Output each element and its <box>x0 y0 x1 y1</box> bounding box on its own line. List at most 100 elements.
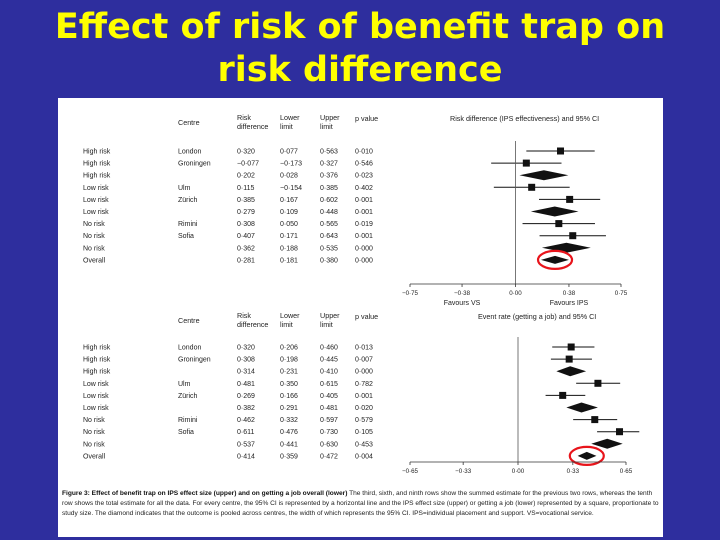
lower-row-7-group: No risk <box>83 417 105 424</box>
upper-row-1-lower: 0·077 <box>280 149 298 156</box>
lower-header-risk-1: Risk <box>237 311 251 320</box>
upper-row-8-centre: Sofia <box>178 233 194 240</box>
lower-header-pvalue: p value <box>355 312 378 321</box>
lower-row-8-centre: Sofia <box>178 429 194 436</box>
lower-row-5-centre: Zürich <box>178 393 198 400</box>
upper-row-4-centre: Ulm <box>178 185 191 192</box>
lower-row-2-upper: 0·445 <box>320 357 338 364</box>
lower-tick-label-4: 0·33 <box>567 468 580 475</box>
slide-title: Effect of risk of benefit trap on risk d… <box>0 6 720 92</box>
upper-row-8-upper: 0·643 <box>320 233 338 240</box>
upper-row-2-estimate: −0·077 <box>237 161 259 168</box>
upper-row-9-pvalue: 0·000 <box>355 245 373 252</box>
upper-row-4-lower: −0·154 <box>280 185 302 192</box>
lower-row-3-upper: 0·410 <box>320 369 338 376</box>
lower-row-7-lower: 0·332 <box>280 417 298 424</box>
upper-row-4-group: Low risk <box>83 185 109 192</box>
lower-row-3-estimate: 0·314 <box>237 369 255 376</box>
lower-row-3-diamond <box>556 366 587 377</box>
upper-row-8-lower: 0·171 <box>280 233 298 240</box>
upper-row-8-group: No risk <box>83 233 105 240</box>
upper-row-5-group: Low risk <box>83 197 109 204</box>
lower-row-10-group: Overall <box>83 453 106 460</box>
upper-row-6-pvalue: 0·001 <box>355 209 373 216</box>
upper-row-6-group: Low risk <box>83 209 109 216</box>
lower-row-5-group: Low risk <box>83 393 109 400</box>
lower-tick-label-3: 0·00 <box>512 468 525 475</box>
lower-row-8-estimate: 0·611 <box>237 429 254 436</box>
lower-row-2-group: High risk <box>83 357 111 364</box>
lower-header-lower-2: limit <box>280 320 293 329</box>
upper-row-6-upper: 0·448 <box>320 209 338 216</box>
upper-row-1-estimate: 0·320 <box>237 149 255 156</box>
lower-header-plot: Event rate (getting a job) and 95% CI <box>478 312 596 321</box>
upper-row-5-pvalue: 0·001 <box>355 197 373 204</box>
upper-row-2-group: High risk <box>83 161 111 168</box>
lower-row-10-diamond <box>577 451 597 460</box>
upper-row-7-estimate: 0·308 <box>237 221 255 228</box>
forest-plot-figure: CentreRiskdifferenceLowerlimitUpperlimit… <box>83 113 640 475</box>
lower-header-upper-1: Upper <box>320 311 340 320</box>
upper-row-3-group: High risk <box>83 173 111 180</box>
upper-row-10-diamond <box>540 255 569 264</box>
upper-row-1-centre: London <box>178 149 201 156</box>
lower-row-4-pvalue: 0·782 <box>355 381 373 388</box>
upper-row-8-pvalue: 0·001 <box>355 233 373 240</box>
lower-row-10-upper: 0·472 <box>320 453 338 460</box>
lower-row-4-estimate: 0·481 <box>237 381 255 388</box>
upper-row-6-diamond <box>530 206 579 217</box>
upper-row-6-estimate: 0·279 <box>237 209 255 216</box>
lower-header-upper-2: limit <box>320 320 333 329</box>
upper-row-4-pvalue: 0·402 <box>355 185 373 192</box>
caption-text: The third, sixth, and ninth rows show th… <box>62 490 659 517</box>
figure-caption: Figure 3: Effect of benefit trap on IPS … <box>62 489 660 519</box>
lower-row-2-pvalue: 0·007 <box>355 357 373 364</box>
lower-row-1-group: High risk <box>83 345 111 352</box>
upper-row-5-upper: 0·602 <box>320 197 338 204</box>
upper-row-9-upper: 0·535 <box>320 245 338 252</box>
lower-row-8-group: No risk <box>83 429 105 436</box>
lower-tick-label-5: 0·65 <box>620 468 633 475</box>
upper-row-7-lower: 0·050 <box>280 221 298 228</box>
upper-row-7-group: No risk <box>83 221 105 228</box>
lower-row-8-lower: 0·476 <box>280 429 298 436</box>
upper-favours-right: Favours IPS <box>550 300 589 307</box>
lower-row-6-pvalue: 0·020 <box>355 405 373 412</box>
upper-row-10-lower: 0·181 <box>280 257 298 264</box>
upper-tick-label-4: 0·38 <box>563 290 576 297</box>
lower-row-4-group: Low risk <box>83 381 109 388</box>
upper-favours-left: Favours VS <box>444 300 481 307</box>
lower-highlight-circle <box>568 445 605 466</box>
upper-row-5-estimate: 0·385 <box>237 197 255 204</box>
upper-row-3-lower: 0·028 <box>280 173 298 180</box>
lower-row-10-lower: 0·359 <box>280 453 298 460</box>
lower-row-2-estimate: 0·308 <box>237 357 255 364</box>
lower-row-9-diamond <box>591 438 623 449</box>
lower-row-4-centre: Ulm <box>178 381 191 388</box>
upper-header-upper-2: limit <box>320 122 333 131</box>
lower-tick-label-1: −0·65 <box>402 468 419 475</box>
lower-row-1-centre: London <box>178 345 201 352</box>
lower-row-9-pvalue: 0·453 <box>355 441 373 448</box>
lower-row-8-pvalue: 0·105 <box>355 429 373 436</box>
slide-title-line-2: risk difference <box>217 50 503 90</box>
slide-title-line-1: Effect of risk of benefit trap on <box>54 7 666 47</box>
upper-row-6-lower: 0·109 <box>280 209 298 216</box>
upper-row-4-upper: 0·385 <box>320 185 338 192</box>
upper-row-9-diamond <box>541 242 591 253</box>
caption-bold: Figure 3: Effect of benefit trap on IPS … <box>62 490 348 497</box>
upper-header-lower-2: limit <box>280 122 293 131</box>
upper-row-2-square <box>522 159 530 167</box>
lower-row-5-pvalue: 0·001 <box>355 393 373 400</box>
upper-tick-label-2: −0·38 <box>454 290 471 297</box>
upper-row-10-estimate: 0·281 <box>237 257 255 264</box>
lower-row-6-upper: 0·481 <box>320 405 338 412</box>
lower-row-3-lower: 0·231 <box>280 369 298 376</box>
lower-row-2-lower: 0·198 <box>280 357 298 364</box>
upper-tick-label-3: 0·00 <box>509 290 522 297</box>
lower-row-5-upper: 0·405 <box>320 393 338 400</box>
upper-row-5-square <box>566 195 574 203</box>
upper-row-5-lower: 0·167 <box>280 197 298 204</box>
lower-row-8-square <box>616 428 624 436</box>
upper-row-5-centre: Zürich <box>178 197 198 204</box>
